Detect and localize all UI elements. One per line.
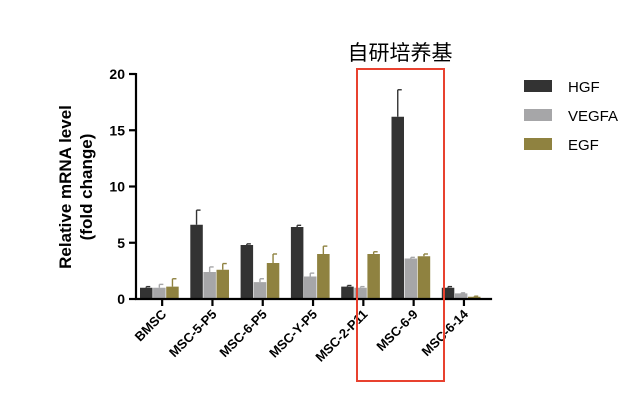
y-ticks: 0 5 10 15 20 [109, 66, 136, 307]
highlight-annotation: 自研培养基 [348, 41, 453, 382]
bars [140, 116, 481, 299]
y-tick-label-20: 20 [109, 66, 125, 82]
bar-hgf-msc-y-p5 [290, 227, 304, 299]
bar-egf-msc-2-p11 [367, 254, 380, 299]
x-tick-label-msc-5-p5: MSC-5-P5 [166, 307, 220, 361]
x-tick-label-msc-6-14: MSC-6-14 [419, 306, 472, 359]
error-bars [145, 89, 479, 297]
bar-egf-msc-6-14 [468, 296, 481, 299]
bar-egf-msc-6-9 [417, 256, 431, 299]
legend: HGF VEGFA EGF [524, 79, 618, 154]
x-tick-label-bmsc: BMSC [132, 306, 170, 344]
legend-label-vegfa: VEGFA [568, 108, 618, 125]
bar-egf-msc-y-p5 [317, 254, 330, 299]
bar-hgf-msc-2-p11 [341, 286, 354, 299]
x-tick-label-msc-6-9: MSC-6-9 [373, 307, 420, 354]
x-tick-label-msc-6-p5: MSC-6-P5 [216, 307, 270, 361]
legend-label-hgf: HGF [568, 79, 600, 96]
bar-vegfa-msc-6-9 [404, 258, 418, 299]
bar-hgf-msc-6-14 [441, 287, 455, 299]
y-axis-label-line-1: Relative mRNA level [56, 105, 75, 269]
bar-hgf-bmsc [140, 287, 153, 299]
bar-vegfa-msc-6-p5 [253, 282, 267, 299]
y-tick-label-0: 0 [117, 291, 125, 307]
bar-hgf-msc-6-p5 [240, 245, 254, 299]
x-tick-label-msc-y-p5: MSC-Y-P5 [266, 307, 320, 361]
y-axis-label-line-2: (fold change) [77, 134, 96, 241]
legend-swatch-vegfa [524, 109, 552, 121]
bar-egf-bmsc [166, 286, 179, 299]
legend-swatch-egf [524, 138, 552, 150]
bar-egf-msc-5-p5 [216, 269, 229, 299]
bar-vegfa-msc-6-14 [454, 293, 468, 299]
bar-vegfa-msc-2-p11 [354, 287, 367, 299]
highlight-box [356, 68, 445, 382]
bar-egf-msc-6-p5 [266, 263, 280, 299]
bar-hgf-msc-6-9 [391, 116, 404, 299]
y-tick-label-10: 10 [109, 179, 125, 195]
y-tick-label-5: 5 [117, 235, 125, 251]
legend-label-egf: EGF [568, 137, 599, 154]
x-tick-label-msc-2-p11: MSC-2-P11 [312, 307, 370, 365]
y-tick-label-15: 15 [109, 122, 125, 138]
annotation-label: 自研培养基 [348, 41, 453, 65]
legend-swatch-hgf [524, 80, 552, 92]
y-axis-label: Relative mRNA level (fold change) [56, 105, 96, 269]
bar-vegfa-msc-y-p5 [304, 276, 317, 299]
axes [134, 73, 493, 301]
bar-vegfa-bmsc [153, 287, 166, 299]
bar-hgf-msc-5-p5 [190, 224, 203, 299]
bar-vegfa-msc-5-p5 [203, 272, 216, 299]
